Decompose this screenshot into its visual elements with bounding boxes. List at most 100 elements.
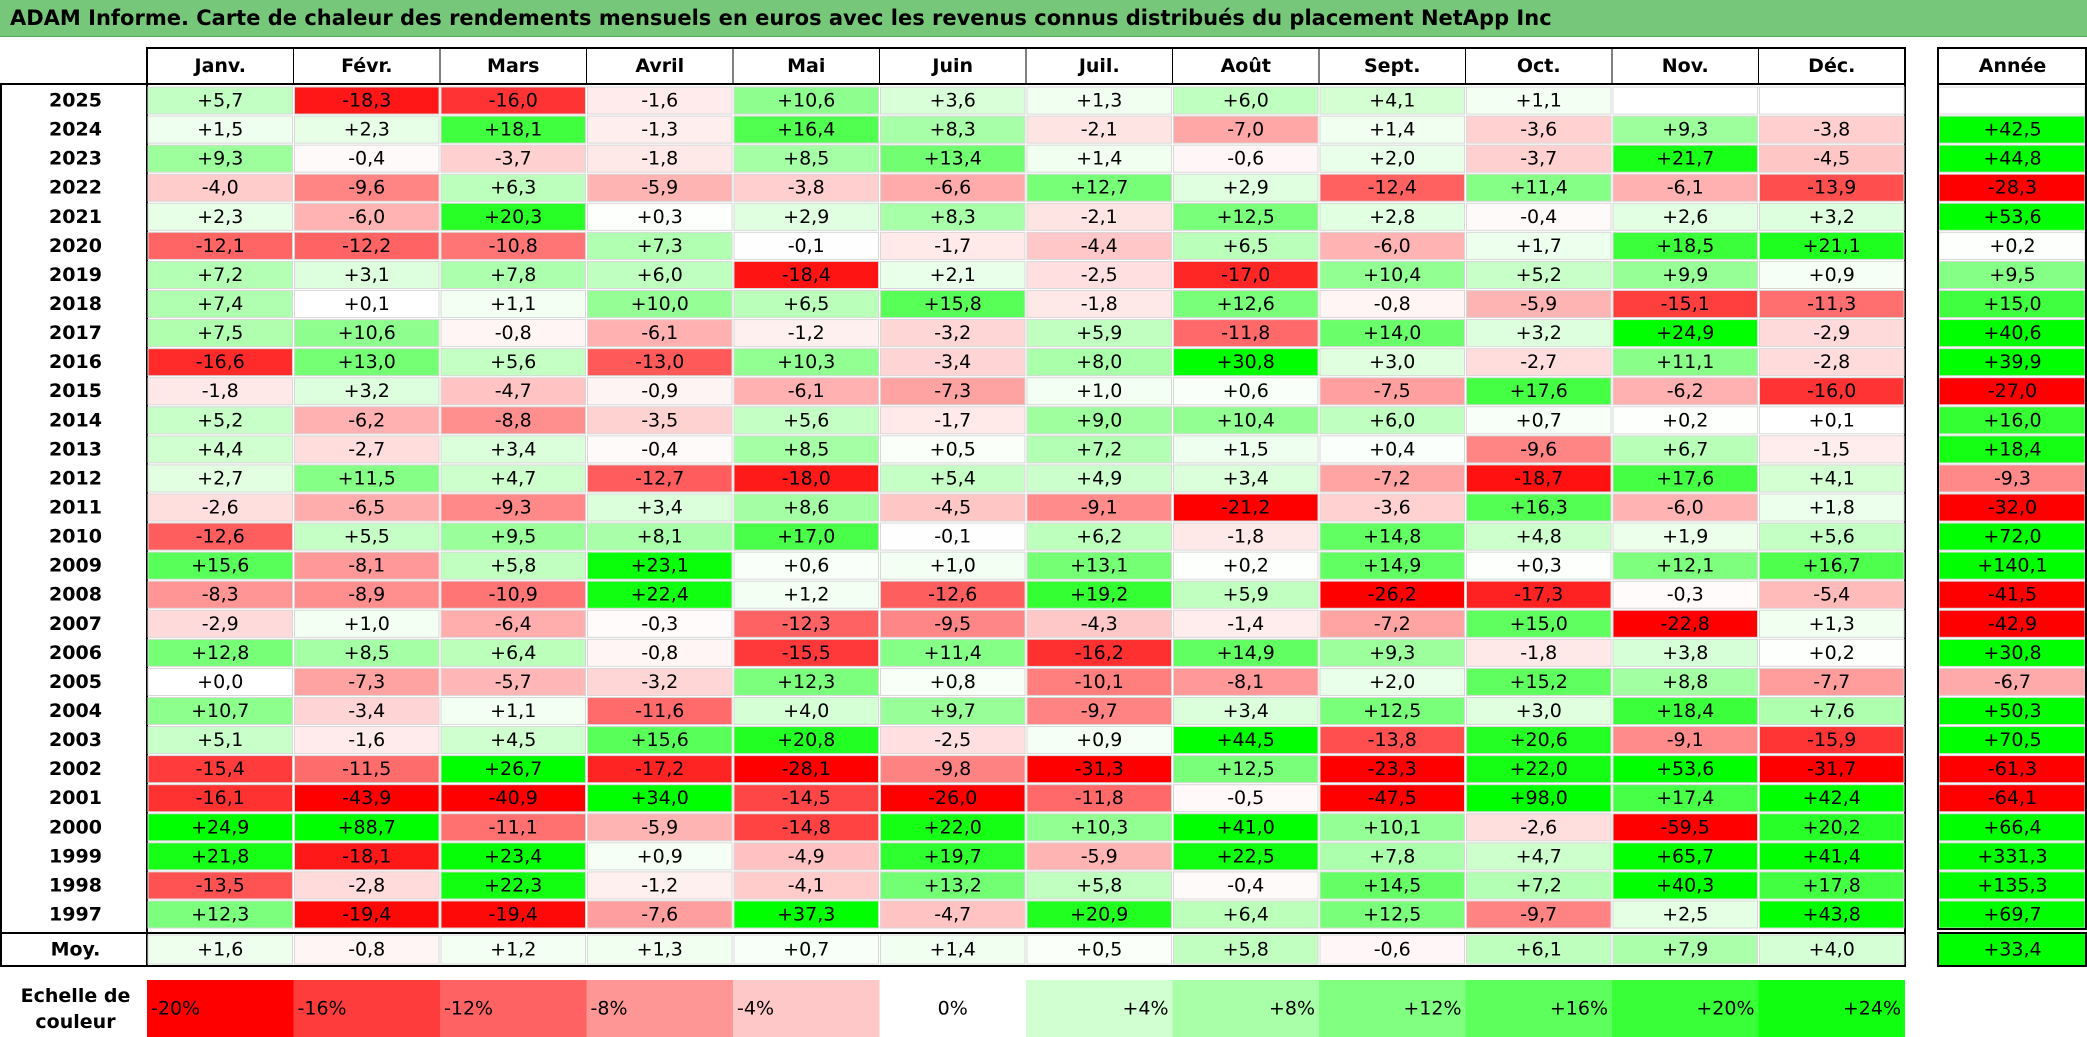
average-value: +1,2 bbox=[490, 939, 536, 961]
heatmap-cell bbox=[1026, 319, 1172, 348]
heatmap-cell bbox=[587, 115, 733, 144]
cell-value: +5,7 bbox=[197, 90, 243, 112]
cell-value: +0,6 bbox=[1223, 380, 1269, 402]
heatmap-cell bbox=[587, 813, 733, 842]
cell-value: +22,5 bbox=[1217, 845, 1275, 867]
cell-value: +8,5 bbox=[344, 642, 390, 664]
heatmap-cell bbox=[1173, 784, 1319, 813]
heatmap-cell bbox=[147, 842, 293, 871]
cell-value: -11,6 bbox=[635, 700, 684, 722]
year-label: 2002 bbox=[49, 758, 102, 780]
cell-value: -10,9 bbox=[489, 584, 538, 606]
year-label: 2020 bbox=[49, 235, 102, 257]
heatmap-cell bbox=[1319, 435, 1465, 464]
cell-value: -6,2 bbox=[348, 409, 385, 431]
heatmap-cell bbox=[1319, 667, 1465, 696]
year-label: 2021 bbox=[49, 206, 102, 228]
cell-value: +22,0 bbox=[1510, 758, 1568, 780]
heatmap-cell bbox=[147, 348, 293, 377]
heatmap-cell bbox=[587, 289, 733, 319]
cell-value: +5,2 bbox=[197, 409, 243, 431]
heatmap-cell bbox=[440, 784, 586, 813]
cell-value: -3,5 bbox=[641, 409, 678, 431]
cell-value: +43,8 bbox=[1803, 903, 1861, 925]
heatmap-cell bbox=[1026, 580, 1172, 609]
cell-value: -4,5 bbox=[934, 497, 971, 519]
average-cell bbox=[733, 934, 879, 965]
heatmap-cell bbox=[294, 406, 440, 435]
cell-value: -22,8 bbox=[1661, 613, 1710, 635]
heatmap-cell bbox=[440, 493, 586, 522]
month-header: Août bbox=[1221, 55, 1271, 77]
cell-value: -9,5 bbox=[934, 613, 971, 635]
cell-value: +42,4 bbox=[1803, 787, 1861, 809]
heatmap-cell bbox=[1466, 609, 1612, 638]
average-cell bbox=[1466, 934, 1612, 965]
cell-value: -18,1 bbox=[342, 845, 391, 867]
heatmap-cell bbox=[1759, 813, 1905, 842]
year-label: 2024 bbox=[49, 119, 102, 141]
cell-value: +30,8 bbox=[1217, 351, 1275, 373]
cell-value: +3,2 bbox=[1516, 322, 1562, 344]
heatmap-cell bbox=[147, 755, 293, 784]
cell-value: +8,0 bbox=[1076, 351, 1122, 373]
heatmap-cell bbox=[1612, 522, 1758, 551]
cell-value: +22,0 bbox=[924, 816, 982, 838]
cell-value: +2,0 bbox=[1369, 148, 1415, 170]
heatmap-cell bbox=[1612, 319, 1758, 348]
cell-value: -14,8 bbox=[782, 816, 831, 838]
cell-value: +5,4 bbox=[930, 467, 976, 489]
cell-value: -19,4 bbox=[342, 903, 391, 925]
heatmap-cell bbox=[1466, 871, 1612, 900]
heatmap-cell bbox=[1466, 319, 1612, 348]
heatmap-cell bbox=[1173, 667, 1319, 696]
year-label: 2005 bbox=[49, 671, 102, 693]
heatmap-cell bbox=[1173, 609, 1319, 638]
cell-value: -12,3 bbox=[782, 613, 831, 635]
cell-value: -16,0 bbox=[1807, 380, 1856, 402]
cell-value: +14,9 bbox=[1363, 555, 1421, 577]
cell-value: +5,6 bbox=[783, 409, 829, 431]
heatmap-cell bbox=[880, 667, 1026, 696]
cell-value: +5,8 bbox=[1076, 874, 1122, 896]
cell-value: -9,6 bbox=[1520, 438, 1557, 460]
cell-value: +4,1 bbox=[1369, 90, 1415, 112]
month-header: Févr. bbox=[341, 55, 392, 77]
heatmap-cell bbox=[1173, 871, 1319, 900]
cell-value: -43,9 bbox=[342, 787, 391, 809]
heatmap-cell bbox=[440, 464, 586, 493]
cell-value: +3,4 bbox=[1223, 467, 1269, 489]
heatmap-cell bbox=[587, 464, 733, 493]
scale-step-label: -12% bbox=[444, 998, 493, 1020]
heatmap-cell bbox=[1466, 202, 1612, 231]
cell-value: +0,8 bbox=[930, 671, 976, 693]
cell-value: +0,2 bbox=[1223, 555, 1269, 577]
scale-step-label: 0% bbox=[938, 998, 968, 1020]
heatmap-cell bbox=[1026, 260, 1172, 289]
cell-value: +10,1 bbox=[1363, 816, 1421, 838]
cell-value: -3,6 bbox=[1374, 497, 1411, 519]
heatmap-cell bbox=[1759, 406, 1905, 435]
average-annual-cell bbox=[1937, 932, 2087, 967]
scale-step-label: -4% bbox=[737, 998, 774, 1020]
heatmap-cell bbox=[1319, 900, 1465, 929]
heatmap-cell bbox=[880, 260, 1026, 289]
cell-value: +15,8 bbox=[924, 293, 982, 315]
cell-value: -59,5 bbox=[1661, 816, 1710, 838]
cell-value: -11,1 bbox=[489, 816, 538, 838]
heatmap-cell bbox=[147, 86, 293, 115]
heatmap-cell bbox=[440, 406, 586, 435]
cell-value: -12,6 bbox=[196, 526, 245, 548]
cell-value: +1,4 bbox=[1369, 119, 1415, 141]
heatmap-cell bbox=[1026, 86, 1172, 115]
cell-value: -5,4 bbox=[1813, 584, 1850, 606]
heatmap-cell bbox=[440, 289, 586, 319]
heatmap-cell bbox=[440, 609, 586, 638]
heatmap-cell bbox=[440, 842, 586, 871]
cell-value: +13,1 bbox=[1070, 555, 1128, 577]
heatmap-cell bbox=[1026, 551, 1172, 580]
heatmap-cell bbox=[1319, 551, 1465, 580]
heatmap-cell bbox=[294, 522, 440, 551]
heatmap-cell bbox=[1466, 755, 1612, 784]
cell-value: -7,6 bbox=[641, 903, 678, 925]
